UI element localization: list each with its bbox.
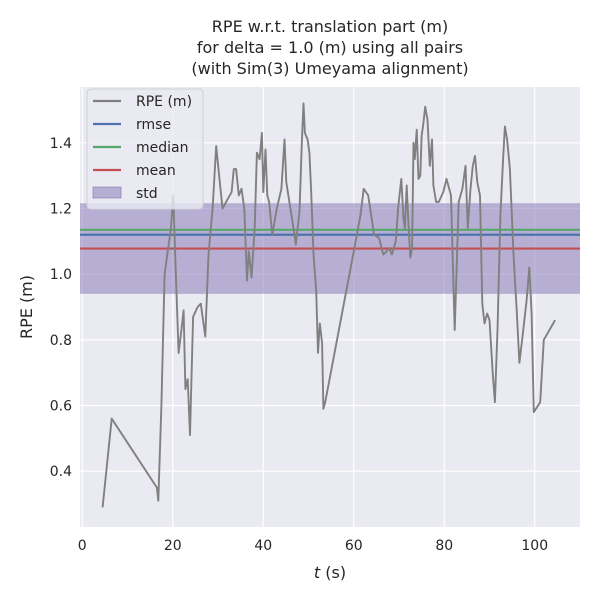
legend-label-mean: mean: [136, 163, 176, 179]
legend-label-rmse: rmse: [136, 117, 171, 133]
series-layer: [101, 102, 556, 508]
legend-label-std: std: [136, 186, 158, 202]
y-tick-label: 1.4: [50, 136, 72, 152]
x-tick-label: 40: [254, 538, 272, 554]
x-axis-label: t (s): [314, 563, 346, 582]
legend-frame: [86, 88, 204, 210]
y-tick-labels: 0.4 0.6 0.8 1.0 1.2 1.4: [50, 136, 72, 480]
x-tick-label: 60: [345, 538, 363, 554]
x-tick-label: 0: [78, 538, 87, 554]
x-tick-label: 80: [435, 538, 453, 554]
legend: RPE (m) rmse median mean std: [86, 88, 204, 210]
series-line-0: [101, 102, 556, 508]
legend-label-rpe: RPE (m): [136, 94, 192, 110]
chart-title-line-2: for delta = 1.0 (m) using all pairs: [197, 38, 463, 57]
stat-lines-layer: [80, 228, 580, 250]
chart-title-line-3: (with Sim(3) Umeyama alignment): [191, 59, 468, 78]
x-tick-label: 100: [521, 538, 548, 554]
chart-title-line-1: RPE w.r.t. translation part (m): [212, 17, 448, 36]
x-tick-labels: 0 20 40 60 80 100: [78, 538, 548, 554]
x-tick-label: 20: [164, 538, 182, 554]
legend-label-median: median: [136, 140, 188, 156]
y-axis-label: RPE (m): [17, 275, 36, 339]
y-tick-label: 0.4: [50, 464, 72, 480]
x-axis-label-variable: t: [314, 563, 321, 582]
y-tick-label: 0.6: [50, 399, 72, 415]
y-tick-label: 1.2: [50, 201, 72, 217]
y-tick-label: 1.0: [50, 267, 72, 283]
x-axis-label-unit: (s): [320, 563, 346, 582]
y-tick-label: 0.8: [50, 333, 72, 349]
legend-swatch-std: [92, 186, 122, 199]
